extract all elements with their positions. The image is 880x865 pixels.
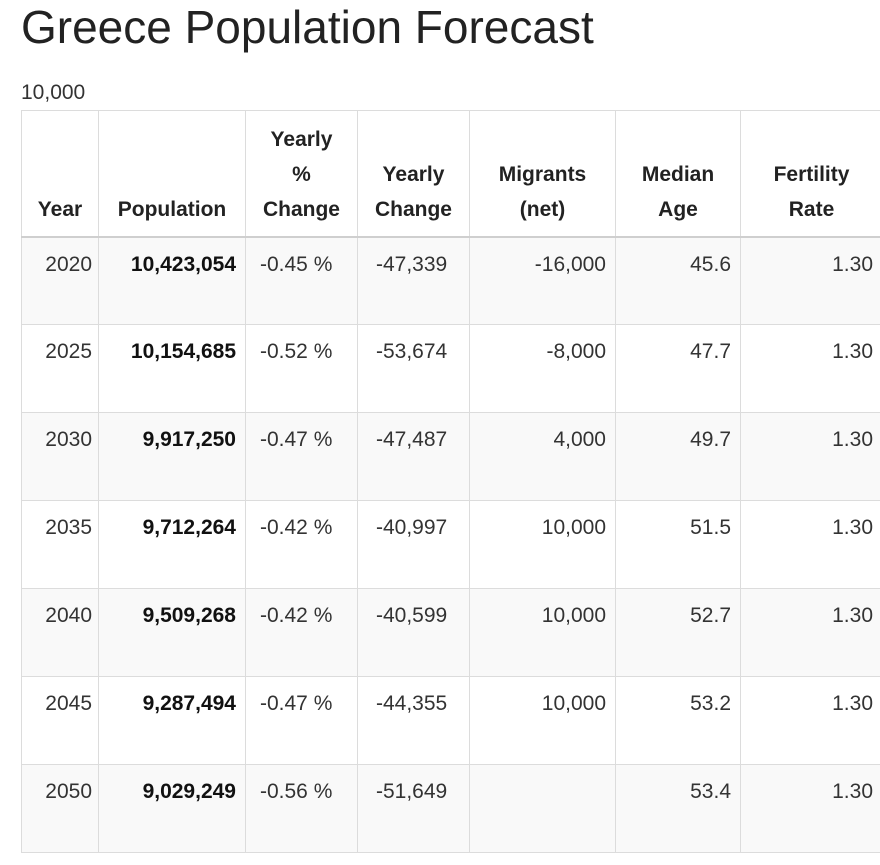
cell-fertility-rate: 1.30 bbox=[740, 324, 880, 413]
column-header-population: Population bbox=[98, 110, 246, 238]
cell-median-age: 45.6 bbox=[615, 236, 741, 325]
cell-year: 2030 bbox=[21, 412, 99, 501]
cell-yearly-change: -0.52 % bbox=[245, 324, 358, 413]
cell-yearly-change: -0.45 % bbox=[245, 236, 358, 325]
table-row: 2035 9,712,264 -0.42 % -40,997 10,000 51.5 1.3… bbox=[21, 500, 880, 589]
cell-fertility-rate: 1.30 bbox=[740, 412, 880, 501]
column-header-line: % bbox=[292, 162, 311, 186]
column-header-fertility-rate: Fertility Rate bbox=[740, 110, 880, 238]
column-header-median-age: Median Age bbox=[615, 110, 741, 238]
cell-population: 10,423,054 bbox=[98, 236, 246, 325]
forecast-table: Year Population Yearly% Change Yearly Change M… bbox=[21, 110, 880, 853]
forecast-table-container: Year Population Yearly% Change Yearly Change M… bbox=[21, 110, 880, 853]
cell-migrants-net: -16,000 bbox=[469, 236, 616, 325]
cell-migrants-net bbox=[469, 764, 616, 853]
column-header-line: Year bbox=[37, 197, 83, 221]
cell-year: 2035 bbox=[21, 500, 99, 589]
column-header-yearly-change: Yearly% Change bbox=[245, 110, 358, 238]
cell-yearly-change: -40,997 bbox=[357, 500, 470, 589]
header-row: Year Population Yearly% Change Yearly Change M… bbox=[21, 110, 880, 238]
cell-median-age: 52.7 bbox=[615, 588, 741, 677]
table-row: 2030 9,917,250 -0.47 % -47,487 4,000 49.7 1.30 bbox=[21, 412, 880, 501]
cell-yearly-change: -0.42 % bbox=[245, 588, 358, 677]
subtitle-value: 10,000 bbox=[21, 81, 86, 104]
cell-fertility-rate: 1.30 bbox=[740, 236, 880, 325]
cell-yearly-change: -47,339 bbox=[357, 236, 470, 325]
cell-migrants-net: 4,000 bbox=[469, 412, 616, 501]
cell-median-age: 49.7 bbox=[615, 412, 741, 501]
column-header-line: Yearly bbox=[270, 127, 333, 151]
cell-migrants-net: -8,000 bbox=[469, 324, 616, 413]
cell-population: 9,287,494 bbox=[98, 676, 246, 765]
page-title: Greece Population Forecast bbox=[21, 1, 594, 53]
column-header-year: Year bbox=[21, 110, 99, 238]
cell-yearly-change: -0.56 % bbox=[245, 764, 358, 853]
cell-yearly-change: -53,674 bbox=[357, 324, 470, 413]
column-header-line: Population bbox=[117, 197, 227, 221]
cell-population: 9,029,249 bbox=[98, 764, 246, 853]
cell-yearly-change: -40,599 bbox=[357, 588, 470, 677]
cell-yearly-change: -44,355 bbox=[357, 676, 470, 765]
cell-migrants-net: 10,000 bbox=[469, 588, 616, 677]
cell-yearly-change: -0.42 % bbox=[245, 500, 358, 589]
cell-yearly-change: -51,649 bbox=[357, 764, 470, 853]
cell-population: 9,712,264 bbox=[98, 500, 246, 589]
cell-median-age: 47.7 bbox=[615, 324, 741, 413]
column-header-line: Yearly bbox=[382, 162, 445, 186]
cell-fertility-rate: 1.30 bbox=[740, 588, 880, 677]
table-body: 2020 10,423,054 -0.45 % -47,339 -16,000 45.6 1… bbox=[21, 236, 880, 853]
cell-year: 2040 bbox=[21, 588, 99, 677]
column-header-migrants-net: Migrants (net) bbox=[469, 110, 616, 238]
cell-population: 10,154,685 bbox=[98, 324, 246, 413]
table-row: 2025 10,154,685 -0.52 % -53,674 -8,000 47.7 1.… bbox=[21, 324, 880, 413]
table-row: 2045 9,287,494 -0.47 % -44,355 10,000 53.2 1.3… bbox=[21, 676, 880, 765]
cell-median-age: 53.2 bbox=[615, 676, 741, 765]
column-header-line: Age bbox=[658, 197, 698, 221]
cell-migrants-net: 10,000 bbox=[469, 676, 616, 765]
cell-population: 9,917,250 bbox=[98, 412, 246, 501]
table-header: Year Population Yearly% Change Yearly Change M… bbox=[21, 110, 880, 238]
column-header-line: Fertility bbox=[773, 162, 850, 186]
cell-fertility-rate: 1.30 bbox=[740, 500, 880, 589]
table-row: 2020 10,423,054 -0.45 % -47,339 -16,000 45.6 1… bbox=[21, 236, 880, 325]
cell-yearly-change: -0.47 % bbox=[245, 412, 358, 501]
cell-fertility-rate: 1.30 bbox=[740, 764, 880, 853]
cell-year: 2050 bbox=[21, 764, 99, 853]
table-row: 2050 9,029,249 -0.56 % -51,649 53.4 1.30 bbox=[21, 764, 880, 853]
cell-yearly-change: -0.47 % bbox=[245, 676, 358, 765]
cell-median-age: 51.5 bbox=[615, 500, 741, 589]
column-header-line: Rate bbox=[788, 197, 835, 221]
column-header-line: Median bbox=[641, 162, 715, 186]
table-row: 2040 9,509,268 -0.42 % -40,599 10,000 52.7 1.3… bbox=[21, 588, 880, 677]
column-header-line: (net) bbox=[519, 197, 566, 221]
cell-migrants-net: 10,000 bbox=[469, 500, 616, 589]
cell-year: 2045 bbox=[21, 676, 99, 765]
cell-fertility-rate: 1.30 bbox=[740, 676, 880, 765]
cell-year: 2025 bbox=[21, 324, 99, 413]
column-header-yearly-change: Yearly Change bbox=[357, 110, 470, 238]
column-header-line: Change bbox=[374, 197, 452, 221]
column-header-line: Migrants bbox=[498, 162, 587, 186]
cell-population: 9,509,268 bbox=[98, 588, 246, 677]
cell-year: 2020 bbox=[21, 236, 99, 325]
column-header-line: Change bbox=[262, 197, 340, 221]
cell-median-age: 53.4 bbox=[615, 764, 741, 853]
cell-yearly-change: -47,487 bbox=[357, 412, 470, 501]
